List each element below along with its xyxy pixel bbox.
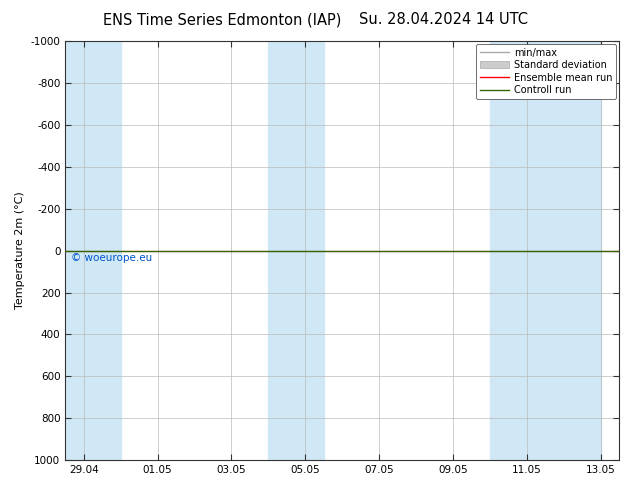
Bar [490, 41, 600, 460]
Legend: min/max, Standard deviation, Ensemble mean run, Controll run: min/max, Standard deviation, Ensemble me… [476, 44, 616, 99]
Y-axis label: Temperature 2m (°C): Temperature 2m (°C) [15, 192, 25, 310]
Text: © woeurope.eu: © woeurope.eu [71, 253, 152, 263]
Bar [65, 41, 120, 460]
Text: ENS Time Series Edmonton (IAP): ENS Time Series Edmonton (IAP) [103, 12, 341, 27]
Text: Su. 28.04.2024 14 UTC: Su. 28.04.2024 14 UTC [359, 12, 528, 27]
Bar [268, 41, 324, 460]
